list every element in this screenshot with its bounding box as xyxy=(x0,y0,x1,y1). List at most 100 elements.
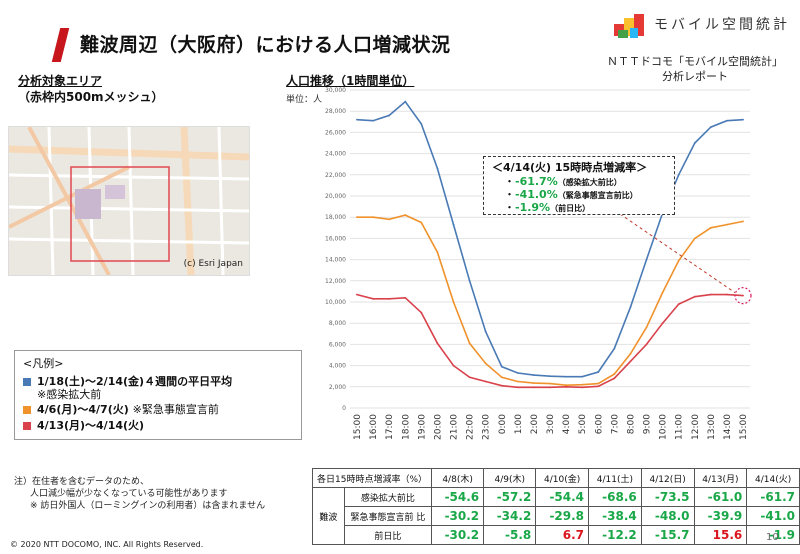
callout-row: ・-61.7%（感染拡大前比） xyxy=(504,175,622,188)
y-tick-label: 6,000 xyxy=(329,341,346,348)
data-point xyxy=(726,119,728,122)
data-point xyxy=(468,279,471,282)
y-tick-label: 18,000 xyxy=(325,214,346,221)
table-row-label: 感染拡大前比 xyxy=(343,487,433,507)
data-point xyxy=(516,386,519,389)
x-tick-label: 2:00 xyxy=(530,414,540,434)
data-point xyxy=(500,384,503,387)
y-tick-label: 8,000 xyxy=(329,320,346,327)
data-point xyxy=(533,374,535,377)
y-tick-label: 20,000 xyxy=(325,193,346,200)
data-point xyxy=(388,114,391,117)
x-tick-label: 4:00 xyxy=(562,414,572,434)
table-cell: -30.2 xyxy=(431,525,485,545)
x-tick-label: 12:00 xyxy=(691,414,701,440)
data-point xyxy=(436,342,439,345)
data-point xyxy=(356,216,358,219)
table-cell: -54.6 xyxy=(431,487,485,507)
data-point xyxy=(404,100,407,103)
x-tick-label: 20:00 xyxy=(433,414,443,440)
note-line: 注）在住者を含むデータのため、 xyxy=(14,477,150,487)
data-point xyxy=(388,297,391,300)
page-title: 難波周辺（大阪府）における人口増減状況 xyxy=(80,34,451,56)
data-point xyxy=(613,377,616,380)
data-point xyxy=(549,375,551,378)
table-group-label: 難波 xyxy=(312,487,345,545)
table-cell: -12.2 xyxy=(588,525,642,545)
callout-value: -61.7% xyxy=(515,175,558,188)
area-map: (c) Esri Japan xyxy=(8,126,250,276)
legend-subtext: ※緊急事態宣言前 xyxy=(132,403,219,416)
series-line xyxy=(356,100,744,378)
data-point xyxy=(533,382,535,384)
table-header-row: 各日15時時点増減率（%） 4/8(木) 4/9(木) 4/10(金) 4/11… xyxy=(311,468,800,488)
table-cell: -34.2 xyxy=(483,506,537,526)
legend-title: <凡例> xyxy=(23,357,64,370)
data-point xyxy=(533,386,535,389)
data-point xyxy=(372,119,374,122)
copyright: © 2020 NTT DOCOMO, INC. All Rights Reser… xyxy=(10,540,204,549)
data-point xyxy=(356,293,358,296)
data-point xyxy=(500,365,503,368)
data-point xyxy=(581,383,584,386)
table-cell: -1.9 xyxy=(746,525,800,545)
callout-row: ・-1.9%（前日比） xyxy=(504,201,591,214)
data-point xyxy=(420,221,423,224)
series-line xyxy=(356,293,744,389)
table-cell: -41.0 xyxy=(746,506,800,526)
table-cell: -48.0 xyxy=(640,506,695,526)
data-point xyxy=(629,306,632,309)
data-point xyxy=(693,142,696,144)
data-point xyxy=(549,382,551,385)
legend-swatch xyxy=(23,378,31,386)
table-cell: -61.0 xyxy=(693,487,748,507)
data-point xyxy=(356,118,358,121)
data-point xyxy=(709,293,712,296)
data-point xyxy=(372,216,374,219)
data-point xyxy=(629,353,632,355)
series-line xyxy=(357,214,744,387)
data-point xyxy=(484,380,487,383)
data-point xyxy=(742,294,744,297)
data-point xyxy=(565,384,567,387)
table-cell: 15.6 xyxy=(693,525,748,545)
map-graphic xyxy=(9,127,249,275)
x-tick-label: 13:00 xyxy=(707,414,717,440)
x-tick-label: 7:00 xyxy=(610,414,620,434)
highlight-marker xyxy=(734,287,752,305)
data-point xyxy=(645,343,648,346)
brand-name: モバイル空間統計 xyxy=(654,17,790,33)
legend-text: 4/6(月)～4/7(火) xyxy=(37,403,129,416)
data-point xyxy=(613,347,616,350)
table-cell: -68.6 xyxy=(588,487,642,507)
chart-unit: 単位：人 xyxy=(286,95,323,105)
data-point xyxy=(726,223,728,226)
data-point xyxy=(452,364,455,367)
data-point xyxy=(581,386,584,389)
x-tick-label: 8:00 xyxy=(626,414,636,434)
x-tick-label: 19:00 xyxy=(417,414,427,440)
data-point xyxy=(500,376,503,379)
y-tick-label: 12,000 xyxy=(325,278,346,285)
data-point xyxy=(742,220,744,223)
chart-legend: <凡例> 1/18(土)～2/14(金)４週間の平日平均 ※感染拡大前 4/6(… xyxy=(14,350,302,440)
data-point xyxy=(420,311,423,314)
area-label: 分析対象エリア xyxy=(18,74,103,88)
y-tick-label: 16,000 xyxy=(325,235,346,242)
data-point xyxy=(516,372,519,374)
x-tick-label: 0:00 xyxy=(498,414,508,434)
data-point xyxy=(404,296,407,299)
y-tick-label: 26,000 xyxy=(325,129,346,136)
callout-value: -1.9% xyxy=(515,201,551,214)
x-tick-label: 17:00 xyxy=(385,414,395,440)
data-point xyxy=(565,385,567,388)
note-line: 人口減少幅が少なくなっている可能性があります xyxy=(30,489,228,499)
y-tick-label: 0 xyxy=(342,405,346,412)
table-cell: -29.8 xyxy=(535,506,590,526)
x-tick-label: 5:00 xyxy=(578,414,588,434)
table-cell: -30.2 xyxy=(431,506,485,526)
legend-item: 1/18(土)～2/14(金)４週間の平日平均 xyxy=(23,373,232,389)
legend-text: 1/18(土)～2/14(金)４週間の平日平均 xyxy=(37,375,233,388)
y-tick-label: 4,000 xyxy=(329,363,346,370)
table-row: 緊急事態宣言前 比 -30.2 -34.2 -29.8 -38.4 -48.0 … xyxy=(313,506,800,526)
